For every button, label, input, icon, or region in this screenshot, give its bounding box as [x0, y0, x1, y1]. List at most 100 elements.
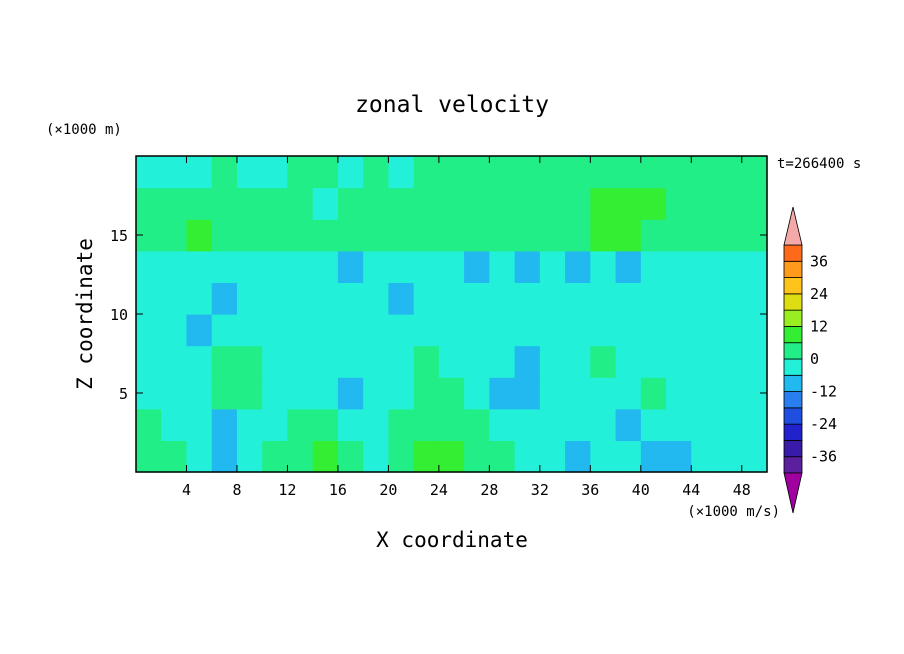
- contour-cell: [640, 282, 667, 315]
- contour-cell: [615, 408, 642, 441]
- contour-cell: [161, 282, 188, 315]
- contour-cell: [691, 408, 718, 441]
- contour-cell: [615, 345, 642, 378]
- contour-cell: [136, 408, 162, 441]
- contour-cell: [489, 282, 516, 315]
- contour-cell: [236, 345, 263, 378]
- y-axis-title: Z coordinate: [73, 238, 97, 390]
- contour-cell: [236, 250, 263, 283]
- contour-cell: [640, 408, 667, 441]
- contour-cell: [312, 156, 339, 189]
- contour-cell: [337, 408, 364, 441]
- contour-cell: [590, 408, 617, 441]
- colorbar-tick-label: 12: [810, 317, 828, 335]
- contour-cell: [287, 377, 314, 410]
- contour-cell: [211, 156, 238, 189]
- contour-cell: [666, 314, 692, 347]
- colorbar-segment: [783, 440, 803, 458]
- contour-cell: [262, 282, 289, 315]
- contour-cell: [539, 408, 566, 441]
- contour-cell: [741, 440, 768, 473]
- colorbar-tick-label: 0: [810, 350, 819, 368]
- contour-cell: [363, 219, 389, 252]
- contour-cell: [287, 282, 314, 315]
- contour-cell: [590, 440, 617, 473]
- x-tick-label: 12: [278, 481, 296, 499]
- contour-cell: [236, 377, 263, 410]
- contour-cell: [287, 250, 314, 283]
- contour-cell: [363, 345, 389, 378]
- contour-cell: [136, 345, 162, 378]
- x-tick-label: 36: [581, 481, 599, 499]
- contour-cell: [741, 156, 768, 189]
- contour-cell: [741, 408, 768, 441]
- contour-cell: [363, 314, 389, 347]
- contour-cell: [640, 440, 667, 473]
- colorbar-segment: [783, 456, 803, 474]
- contour-cell: [640, 345, 667, 378]
- contour-cell: [640, 187, 667, 220]
- contour-cell: [236, 314, 263, 347]
- contour-cell: [565, 314, 591, 347]
- contour-cell: [615, 377, 642, 410]
- contour-cell: [666, 250, 692, 283]
- contour-cell: [716, 156, 743, 189]
- contour-cell: [236, 187, 263, 220]
- contour-cell: [287, 408, 314, 441]
- contour-cell: [640, 314, 667, 347]
- colorbar-tick-label: -36: [810, 448, 837, 466]
- contour-cell: [236, 408, 263, 441]
- contour-cell: [161, 187, 188, 220]
- contour-cell: [262, 408, 289, 441]
- contour-cell: [287, 156, 314, 189]
- contour-cell: [211, 187, 238, 220]
- contour-cell: [438, 345, 465, 378]
- contour-cell: [136, 187, 162, 220]
- contour-cell: [565, 219, 591, 252]
- contour-cell: [539, 440, 566, 473]
- x-tick-label: 16: [329, 481, 347, 499]
- x-tick-label: 28: [480, 481, 498, 499]
- contour-cell: [539, 187, 566, 220]
- contour-cell: [262, 187, 289, 220]
- contour-cell: [413, 156, 440, 189]
- contour-cell: [438, 408, 465, 441]
- contour-cell: [489, 187, 516, 220]
- contour-cell: [666, 345, 692, 378]
- contour-cell: [211, 219, 238, 252]
- contour-cell: [186, 345, 213, 378]
- contour-cell: [691, 377, 718, 410]
- contour-cell: [312, 377, 339, 410]
- contour-cell: [666, 377, 692, 410]
- contour-cell: [666, 282, 692, 315]
- contour-cell: [363, 440, 389, 473]
- contour-cell: [741, 250, 768, 283]
- contour-cell: [186, 187, 213, 220]
- colorbar: 36 24 12 0 -12 -24 -36: [783, 206, 837, 514]
- contour-cell: [388, 282, 415, 315]
- contour-cell: [262, 250, 289, 283]
- contour-cell: [413, 314, 440, 347]
- contour-cell: [211, 408, 238, 441]
- contour-cell: [186, 282, 213, 315]
- contour-cell: [363, 187, 389, 220]
- contour-cell: [388, 345, 415, 378]
- contour-cell: [236, 282, 263, 315]
- contour-cell: [640, 377, 667, 410]
- contour-cell: [590, 314, 617, 347]
- contour-cell: [186, 377, 213, 410]
- contour-cell: [514, 219, 541, 252]
- contour-cell: [312, 440, 339, 473]
- contour-cell: [388, 314, 415, 347]
- contour-cell: [489, 156, 516, 189]
- contour-cell: [337, 187, 364, 220]
- colorbar-segment: [783, 391, 803, 409]
- contour-cell: [716, 377, 743, 410]
- contour-cell: [590, 219, 617, 252]
- contour-cell: [716, 282, 743, 315]
- contour-cell: [666, 219, 692, 252]
- contour-cell: [590, 345, 617, 378]
- contour-cell: [489, 377, 516, 410]
- contour-cell: [615, 440, 642, 473]
- contour-cell: [262, 156, 289, 189]
